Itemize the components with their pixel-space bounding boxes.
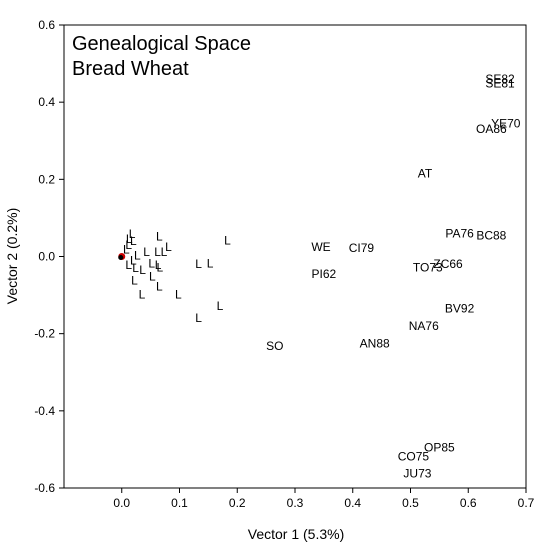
point-label: L <box>123 243 130 257</box>
point-label: YE70 <box>491 116 521 130</box>
point-label: L <box>175 287 182 301</box>
point-label: L <box>195 311 202 325</box>
point-label: L <box>155 258 162 272</box>
x-tick-label: 0.2 <box>229 496 246 510</box>
x-axis-title: Vector 1 (5.3%) <box>248 526 345 542</box>
point-label: L <box>195 257 202 271</box>
point-label: L <box>134 249 141 263</box>
point-label: OP85 <box>424 440 455 454</box>
point-label: L <box>149 270 156 284</box>
point-label: SO <box>266 339 283 353</box>
point-label: AT <box>418 167 433 181</box>
y-tick-label: 0.2 <box>38 172 55 186</box>
point-label: CI79 <box>349 241 375 255</box>
point-label: SE82 <box>485 72 515 86</box>
point-label: BC88 <box>476 228 506 242</box>
point-label: L <box>125 238 132 252</box>
point-label: BV92 <box>445 302 475 316</box>
point-label: L <box>154 245 161 259</box>
point-label: L <box>157 260 164 274</box>
x-tick-label: 0.5 <box>402 496 419 510</box>
point-label: L <box>126 232 133 246</box>
point-label: WE <box>311 240 330 254</box>
point-label: L <box>148 256 155 270</box>
point-label: L <box>129 227 136 241</box>
point-label: L <box>207 256 214 270</box>
x-tick-label: 0.7 <box>518 496 535 510</box>
x-tick-label: 0.3 <box>287 496 304 510</box>
point-label: L <box>165 240 172 254</box>
point-label: L <box>161 245 168 259</box>
point-label: L <box>224 233 231 247</box>
point-label: CO75 <box>398 449 430 463</box>
point-label: L <box>131 273 138 287</box>
y-tick-label: 0.0 <box>38 250 55 264</box>
y-tick-label: -0.6 <box>34 481 55 495</box>
y-axis-title: Vector 2 (0.2%) <box>4 208 20 305</box>
point-label: TO73 <box>413 260 443 274</box>
y-tick-label: -0.4 <box>34 404 55 418</box>
origin-cluster-marker <box>118 255 124 260</box>
point-label: SE81 <box>485 77 515 91</box>
y-axis-ticks: -0.6 -0.4 -0.2 0.0 0.2 0.4 0.6 <box>34 18 64 495</box>
point-label: NA76 <box>409 319 439 333</box>
point-label: L <box>125 258 132 272</box>
point-label: JU73 <box>403 466 431 480</box>
x-tick-label: 0.1 <box>171 496 188 510</box>
x-tick-label: 0.6 <box>460 496 477 510</box>
point-label: ZC66 <box>433 257 463 271</box>
x-axis-ticks: 0.0 0.1 0.2 0.3 0.4 0.5 0.6 0.7 <box>113 488 535 510</box>
point-label: L <box>139 287 146 301</box>
x-tick-label: 0.0 <box>113 496 130 510</box>
y-tick-label: 0.6 <box>38 18 55 32</box>
chart-title-line-2: Bread Wheat <box>72 58 189 80</box>
y-tick-label: 0.4 <box>38 95 55 109</box>
point-label: L <box>130 234 137 248</box>
point-label: L <box>217 299 224 313</box>
point-label: PI62 <box>312 267 337 281</box>
point-label: L <box>156 280 163 294</box>
point-label: OA86 <box>476 122 507 136</box>
x-tick-label: 0.4 <box>344 496 361 510</box>
point-label: L <box>143 245 150 259</box>
point-label: L <box>139 263 146 277</box>
point-label: PA76 <box>445 226 474 240</box>
chart-title-line-1: Genealogical Space <box>72 33 251 55</box>
point-label: L <box>156 229 163 243</box>
point-label: AN88 <box>360 336 390 350</box>
point-label: L <box>132 261 139 275</box>
y-tick-label: -0.2 <box>34 327 55 341</box>
point-label: L <box>130 253 137 267</box>
